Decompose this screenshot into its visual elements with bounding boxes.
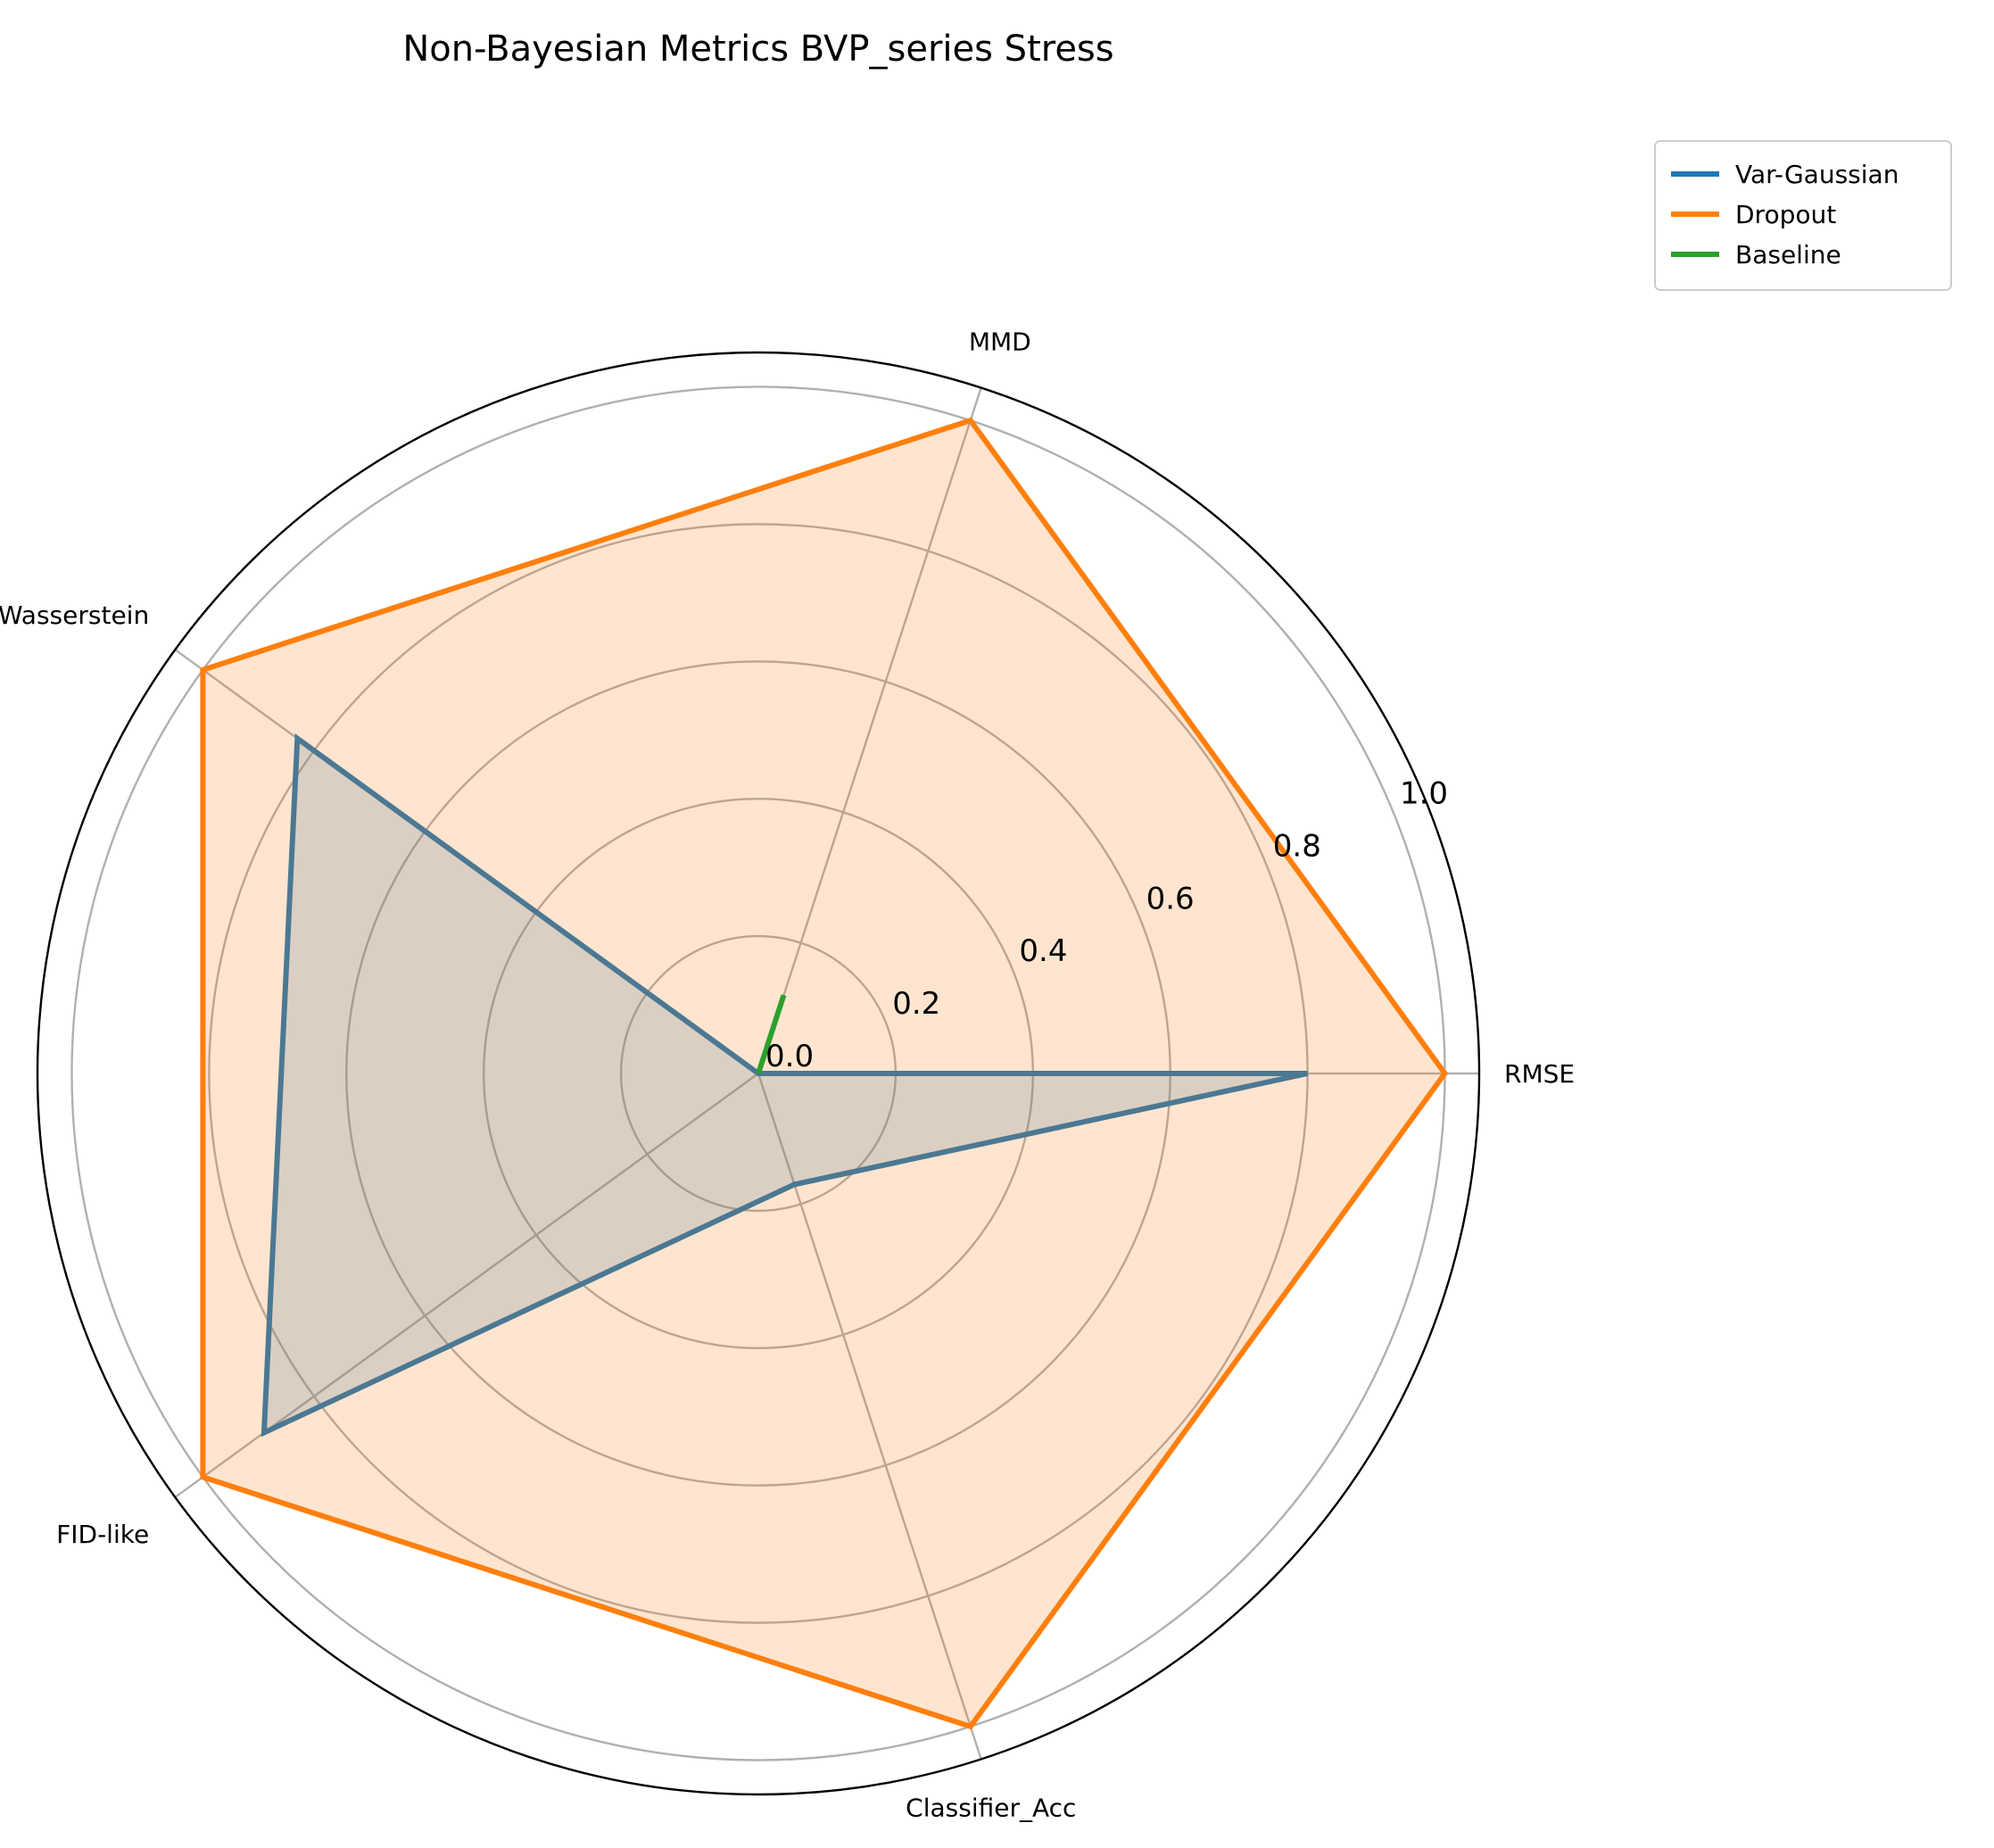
legend: Var-Gaussian Dropout Baseline (1654, 140, 1952, 291)
r-tick-label: 1.0 (1400, 776, 1448, 812)
r-tick-label: 0.4 (1019, 933, 1067, 969)
axis-label-fid-like: FID-like (56, 1520, 149, 1549)
grid-spoke (757, 1073, 982, 1760)
r-tick-label: 0.6 (1146, 881, 1195, 916)
axis-label-wasserstein: Wasserstein (0, 601, 149, 630)
legend-label: Baseline (1735, 240, 1841, 269)
r-tick-label: 0.0 (765, 1039, 814, 1074)
series-line-baseline (756, 994, 787, 1074)
legend-label: Dropout (1735, 200, 1836, 229)
series-line-var-gaussian (261, 733, 1309, 1438)
r-tick-label: 0.2 (892, 986, 940, 1022)
series-fill-dropout (203, 420, 1445, 1727)
series-layer (200, 417, 1449, 1730)
polar-frame (36, 351, 1481, 1796)
axis-label-rmse: RMSE (1504, 1059, 1575, 1089)
r-tick-label: 0.8 (1273, 828, 1321, 864)
axis-label-mmd: MMD (969, 327, 1031, 356)
chart-title: Non-Bayesian Metrics BVP_series Stress (402, 29, 1113, 70)
legend-box (1654, 140, 1952, 291)
grid-spoke (757, 387, 982, 1074)
axis-label-classifier-acc: Classifier_Acc (906, 1794, 1076, 1823)
legend-label: Var-Gaussian (1735, 160, 1899, 189)
series-fill-var-gaussian (263, 738, 1308, 1433)
label-layer: 0.0 0.2 0.4 0.6 0.8 1.0 RMSE MMD Wasserstein FID-… (0, 327, 1575, 1822)
series-line-dropout (200, 417, 1449, 1730)
